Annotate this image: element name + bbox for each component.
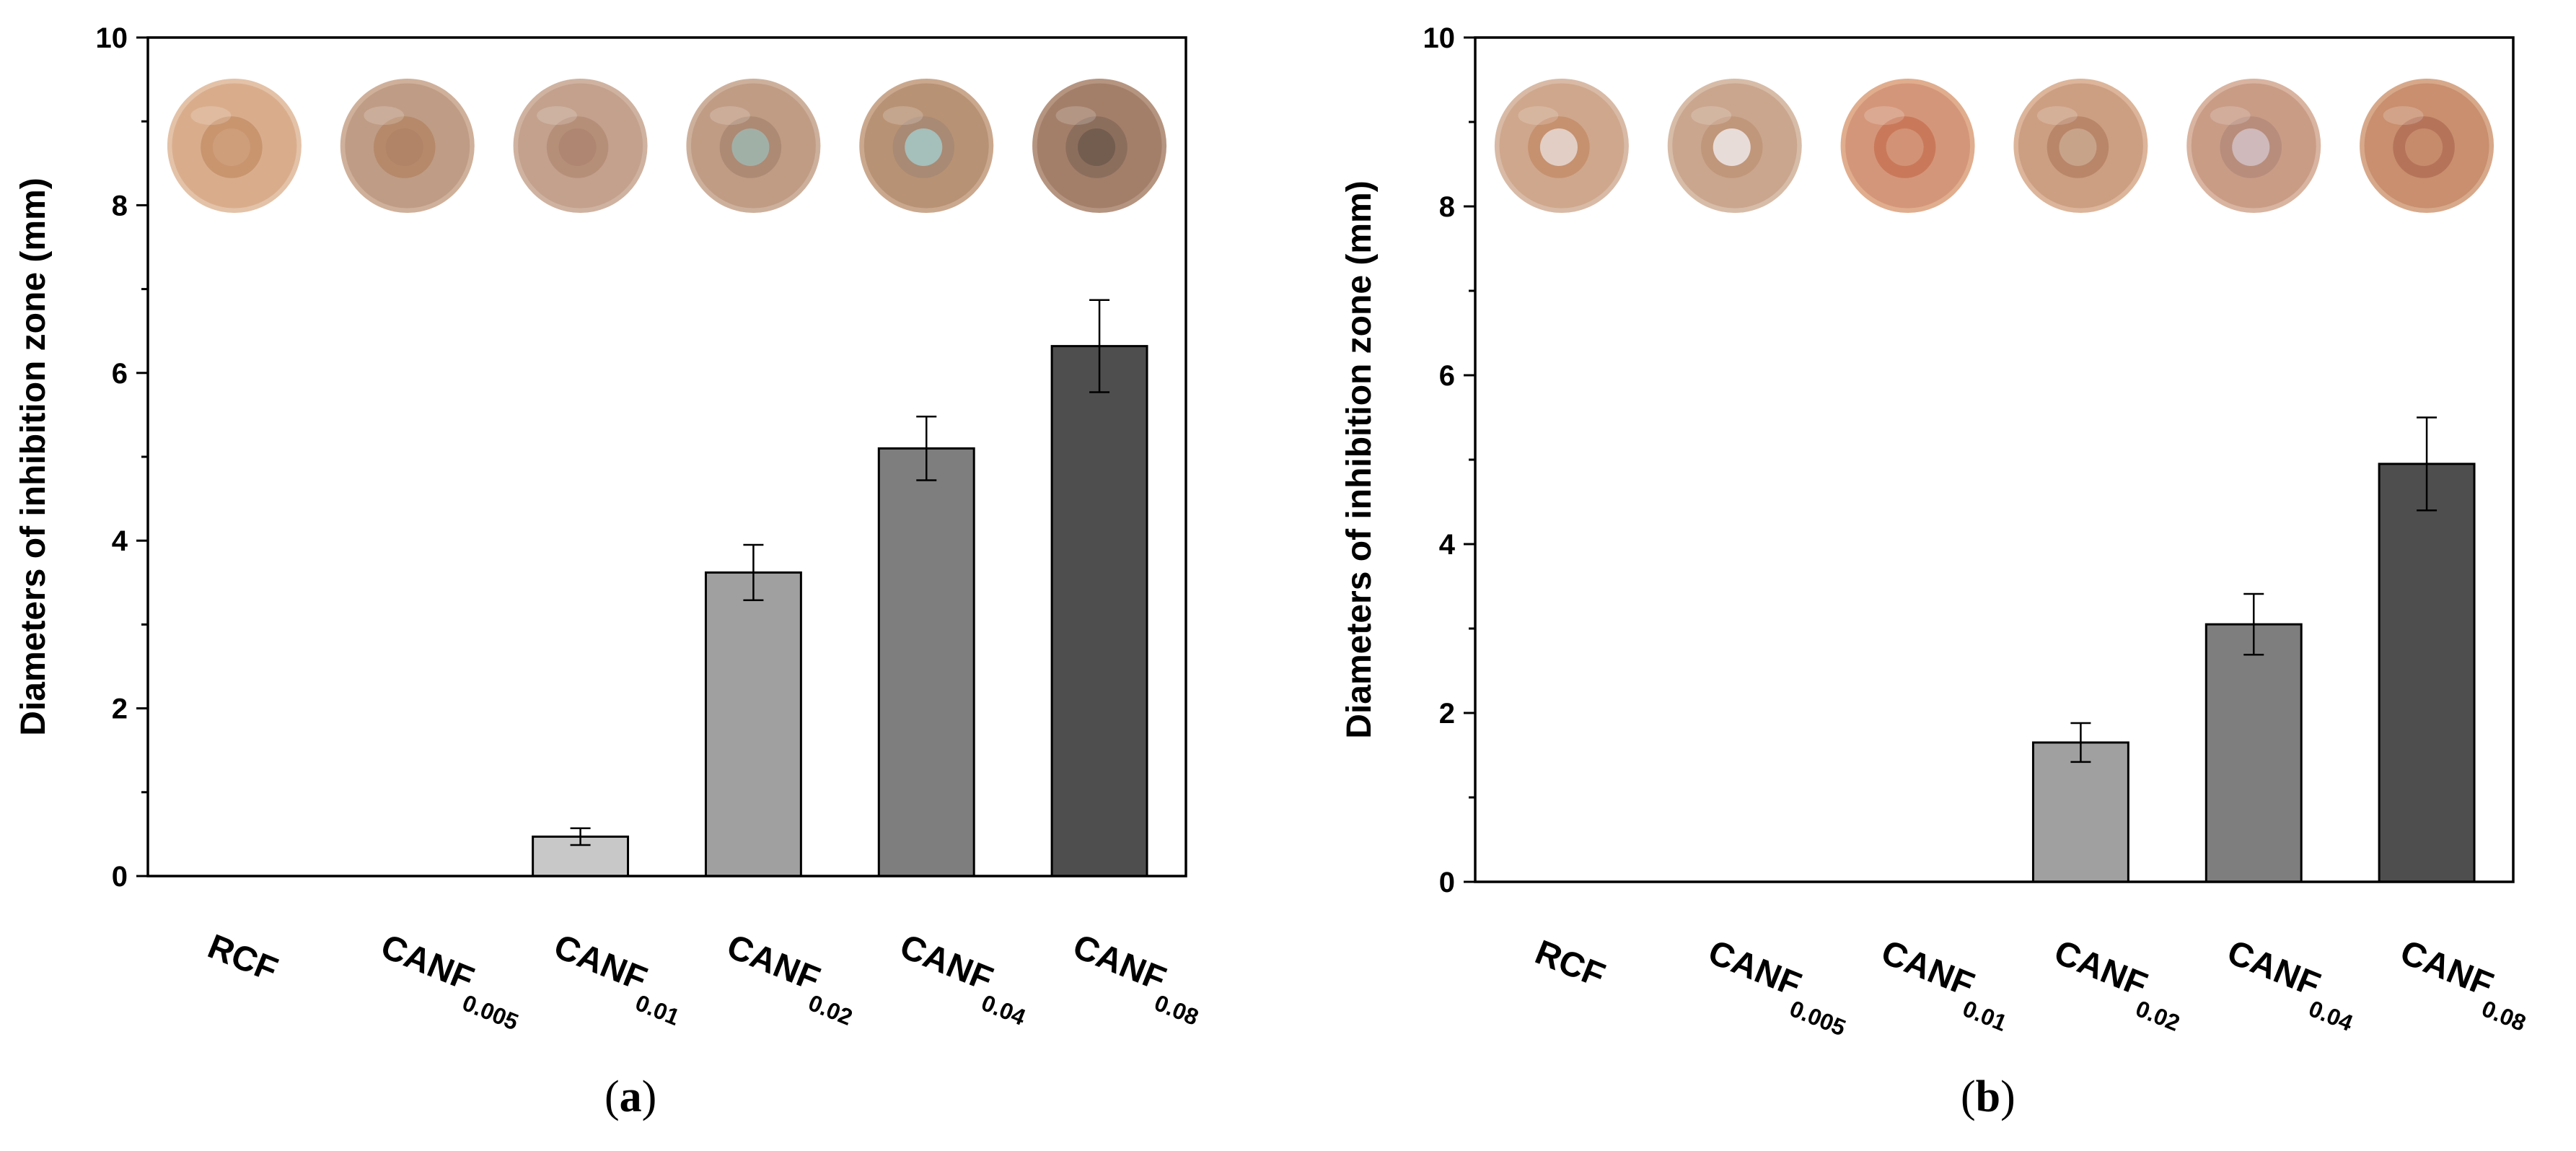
plot-frame-a bbox=[146, 36, 1187, 878]
x-tick-label-a-3: CANF0.02 bbox=[716, 927, 866, 1030]
x-tick-label-b-0: RCF bbox=[1530, 933, 1610, 995]
bar-b-3 bbox=[2031, 741, 2129, 883]
y-tick-label-a-4: 8 bbox=[112, 190, 128, 222]
x-tick-label-b-3: CANF0.02 bbox=[2043, 933, 2194, 1036]
sample-photo-photo-canf-0.08 bbox=[2360, 79, 2494, 213]
y-tick-label-b-2: 4 bbox=[1439, 529, 1456, 561]
x-tick-label-b-1: CANF0.005 bbox=[1697, 933, 1860, 1041]
error-bar-a-5 bbox=[1089, 299, 1110, 393]
y-tick-label-b-0: 0 bbox=[1439, 867, 1455, 898]
y-tick-label-b-1: 2 bbox=[1439, 698, 1455, 730]
y-ticks-b bbox=[1464, 36, 1475, 883]
sample-photo-photo-canf-0.04 bbox=[859, 79, 994, 213]
panel-label-b: (b) bbox=[1961, 1072, 2015, 1121]
y-tick-label-a-3: 6 bbox=[112, 358, 128, 390]
y-tick-label-a-0: 0 bbox=[112, 861, 128, 893]
panel-label-a: (a) bbox=[605, 1072, 656, 1121]
y-ticks-a bbox=[136, 36, 148, 878]
plot-frame-b bbox=[1474, 36, 2515, 883]
error-bar-b-4 bbox=[2243, 592, 2264, 656]
sample-photo-photo-rcf bbox=[1494, 79, 1629, 213]
x-tick-label-a-4: CANF0.04 bbox=[889, 927, 1040, 1030]
y-axis-title-a: Diameters of inhibition zone (mm) bbox=[14, 178, 53, 735]
error-bar-a-3 bbox=[743, 543, 764, 601]
x-tick-label-a-0: RCF bbox=[203, 927, 283, 989]
bar-a-3 bbox=[704, 571, 802, 878]
y-axis-title-b: Diameters of inhibition zone (mm) bbox=[1340, 180, 1379, 738]
y-tick-label-a-5: 10 bbox=[96, 22, 128, 54]
error-bar-b-5 bbox=[2417, 416, 2437, 512]
y-tick-label-b-3: 6 bbox=[1439, 360, 1455, 392]
error-bar-a-4 bbox=[916, 415, 937, 481]
bar-b-5 bbox=[2378, 463, 2476, 883]
x-tick-label-a-1: CANF0.005 bbox=[369, 927, 532, 1035]
x-tick-label-b-5: CANF0.08 bbox=[2389, 933, 2540, 1036]
sample-photo-photo-canf-0.01 bbox=[513, 79, 648, 213]
y-tick-label-a-1: 2 bbox=[112, 693, 128, 725]
bar-a-5 bbox=[1050, 345, 1148, 878]
bar-b-4 bbox=[2204, 623, 2303, 883]
y-tick-label-b-5: 10 bbox=[1423, 22, 1456, 54]
sample-photo-photo-canf-0.04 bbox=[2186, 79, 2321, 213]
chart-panel-a: 0 2 4 6 8 10 Diameters of inhibition zone (mm)… bbox=[14, 22, 1213, 1121]
x-tick-label-a-2: CANF0.01 bbox=[542, 927, 693, 1030]
sample-photo-photo-canf-0.01 bbox=[1840, 79, 1975, 213]
x-tick-label-b-2: CANF0.01 bbox=[1870, 933, 2021, 1036]
y-tick-label-b-4: 8 bbox=[1439, 191, 1455, 223]
error-bar-a-2 bbox=[570, 827, 591, 846]
y-tick-label-a-2: 4 bbox=[112, 525, 128, 557]
bar-a-4 bbox=[877, 447, 975, 878]
sample-photo-photo-canf-0.005 bbox=[340, 79, 475, 213]
sample-photo-photo-canf-0.08 bbox=[1032, 79, 1167, 213]
sample-photo-photo-canf-0.005 bbox=[1667, 79, 1802, 213]
chart-panel-b: 0 2 4 6 8 10 Diameters of inhibition zone (mm)… bbox=[1340, 22, 2540, 1121]
sample-photo-photo-canf-0.02 bbox=[2013, 79, 2148, 213]
sample-photo-photo-canf-0.02 bbox=[686, 79, 821, 213]
sample-photo-photo-rcf bbox=[167, 79, 302, 213]
error-bar-b-3 bbox=[2070, 722, 2091, 763]
x-tick-label-b-4: CANF0.04 bbox=[2216, 933, 2368, 1036]
x-tick-label-a-5: CANF0.08 bbox=[1062, 927, 1213, 1030]
